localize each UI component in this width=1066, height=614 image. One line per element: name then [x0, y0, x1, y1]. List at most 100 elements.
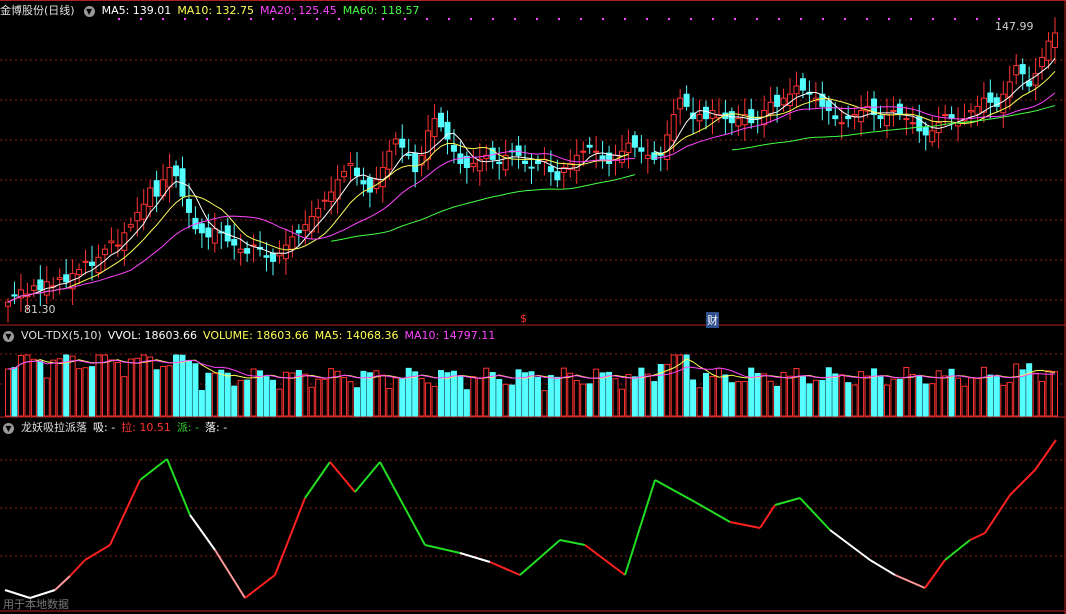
event-dot	[756, 18, 758, 20]
volume-bar	[1019, 369, 1026, 417]
indicator-segment	[69, 559, 86, 577]
indicator-legend: ▼ 龙妖吸拉派落 吸: - 拉: 10.51 派: - 落: -	[0, 419, 227, 437]
chevron-down-icon[interactable]: ▼	[3, 422, 14, 434]
candle-body	[799, 78, 806, 91]
pai-label: 派: -	[176, 421, 200, 434]
candle-body	[328, 191, 335, 202]
candle-body	[683, 93, 690, 107]
chevron-down-icon[interactable]: ▼	[83, 5, 95, 17]
volume-bar	[450, 370, 457, 417]
volume-bar	[580, 383, 587, 417]
volume-bar	[528, 371, 535, 417]
candle-body	[386, 150, 393, 170]
candle-body	[825, 100, 832, 111]
candle-body	[399, 138, 406, 148]
indicator-segment	[29, 589, 56, 599]
candle-body	[11, 294, 18, 297]
indicator-segment	[4, 589, 31, 599]
volume-bar	[347, 381, 354, 417]
volume-bar	[224, 372, 231, 417]
event-dot	[470, 18, 472, 20]
event-dot	[624, 18, 626, 20]
candle-body	[677, 97, 684, 110]
candle-body	[450, 144, 457, 152]
indicator-segment	[1034, 439, 1057, 471]
candle-body	[547, 166, 554, 173]
volume-bar	[955, 377, 962, 417]
volume-bar	[1026, 363, 1033, 417]
volume-bar	[929, 383, 936, 417]
candle-body	[515, 145, 522, 156]
volume-bar	[418, 377, 425, 417]
high-price-label: 147.99	[995, 20, 1034, 33]
volume-bar	[192, 363, 199, 417]
candle-body	[903, 118, 910, 121]
candle-body	[832, 115, 839, 120]
candle-body	[237, 248, 244, 253]
volume-bar	[153, 369, 160, 417]
event-dot	[404, 18, 406, 20]
candle-body	[883, 114, 890, 127]
volume-bar	[651, 381, 658, 417]
volume-bar	[140, 354, 147, 417]
volume-bar	[787, 375, 794, 417]
candle-body	[17, 289, 24, 299]
volume-bar	[431, 385, 438, 417]
volume-bar	[812, 379, 819, 417]
candle-body	[741, 114, 748, 126]
volume-bar	[1032, 372, 1039, 417]
indicator-segment	[519, 539, 561, 576]
volume-bar	[715, 367, 722, 417]
candle-body	[101, 248, 108, 256]
event-dot	[492, 18, 494, 20]
event-dot	[844, 18, 846, 20]
candle-body	[967, 109, 974, 113]
chevron-down-icon[interactable]: ▼	[3, 330, 14, 342]
ma20-label: MA20: 125.45	[260, 4, 337, 17]
candle-body	[37, 279, 44, 291]
candle-body	[625, 142, 632, 153]
indicator-segment	[774, 497, 801, 506]
event-dot	[602, 18, 604, 20]
candle-body	[114, 244, 121, 247]
volume-bar	[883, 384, 890, 417]
event-dot	[206, 18, 208, 20]
volume-bar	[250, 368, 257, 417]
candle-body	[1045, 40, 1052, 61]
candle-body	[405, 153, 412, 156]
volume-bar	[567, 372, 574, 417]
volume-bar	[922, 383, 929, 417]
volume-bar	[179, 354, 186, 417]
event-marker-s: $	[520, 312, 527, 325]
indicator-segment	[139, 458, 168, 481]
candle-body	[696, 114, 703, 122]
volume-bar	[709, 376, 716, 417]
volume-bar	[560, 367, 567, 417]
volume-bar	[366, 372, 373, 417]
volume-bar	[470, 376, 477, 417]
candle-body	[470, 162, 477, 168]
indicator-segment	[829, 529, 871, 561]
candle-body	[690, 112, 697, 120]
volume-bar	[237, 379, 244, 417]
volume-bar	[302, 373, 309, 417]
candle-body	[774, 94, 781, 107]
volume-bar	[63, 354, 70, 417]
volume-bar	[683, 354, 690, 417]
volume-bar	[644, 373, 651, 417]
volume-bar	[211, 372, 218, 417]
volume-bar	[748, 367, 755, 417]
event-dot	[646, 18, 648, 20]
volume-bar	[554, 376, 561, 417]
volume-bar	[1039, 380, 1046, 417]
indicator-segment	[759, 504, 776, 529]
candle-body	[231, 239, 238, 246]
event-dot	[778, 18, 780, 20]
indicator-segment	[869, 559, 896, 576]
volume-bar	[864, 375, 871, 417]
volume-bar	[269, 379, 276, 417]
volume-bar	[515, 369, 522, 417]
volume-bar	[793, 368, 800, 417]
vvol-label: VVOL: 18603.66	[107, 329, 198, 342]
